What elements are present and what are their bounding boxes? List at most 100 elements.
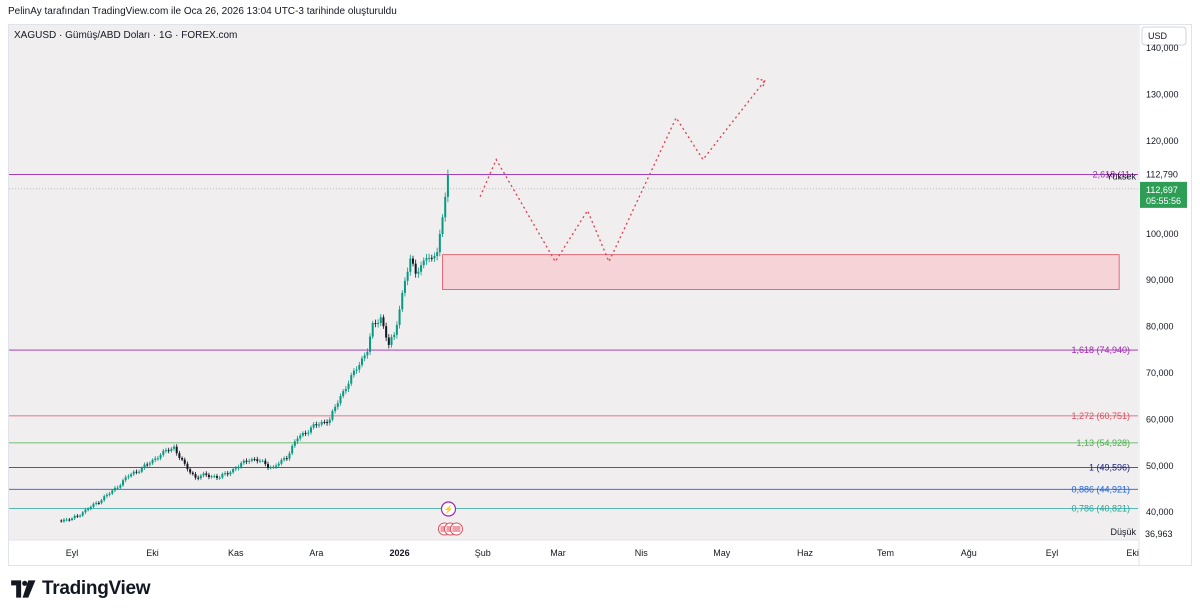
candle-body[interactable]: [111, 490, 114, 494]
candle-body[interactable]: [320, 421, 323, 425]
candle-body[interactable]: [103, 496, 106, 501]
candle-body[interactable]: [366, 351, 369, 356]
candle-body[interactable]: [76, 515, 79, 517]
candle-body[interactable]: [326, 422, 329, 424]
candle-body[interactable]: [374, 323, 377, 325]
candle-body[interactable]: [130, 474, 133, 477]
candle-body[interactable]: [422, 260, 425, 266]
candle-body[interactable]: [299, 435, 302, 439]
candle-body[interactable]: [143, 464, 146, 468]
candle-body[interactable]: [159, 454, 162, 459]
candle-body[interactable]: [71, 518, 73, 521]
candle-body[interactable]: [304, 432, 307, 434]
candle-body[interactable]: [189, 469, 192, 473]
candle-body[interactable]: [213, 476, 216, 478]
candle-body[interactable]: [390, 337, 393, 345]
candle-body[interactable]: [363, 355, 366, 359]
candle-body[interactable]: [441, 217, 444, 234]
candle-body[interactable]: [395, 324, 398, 335]
candle-body[interactable]: [414, 263, 417, 274]
candle-body[interactable]: [175, 446, 178, 454]
candle-body[interactable]: [331, 410, 334, 420]
candle-body[interactable]: [256, 459, 259, 462]
candle-body[interactable]: [339, 396, 342, 404]
candle-body[interactable]: [202, 473, 205, 476]
candle-body[interactable]: [113, 487, 116, 491]
candle-body[interactable]: [360, 358, 363, 365]
lightning-event-icon[interactable]: [440, 501, 457, 517]
candle-body[interactable]: [138, 471, 141, 473]
candle-body[interactable]: [181, 457, 184, 460]
candle-body[interactable]: [264, 460, 267, 465]
candle-body[interactable]: [84, 509, 87, 513]
support-zone-rect[interactable]: [442, 254, 1120, 290]
candle-body[interactable]: [100, 500, 103, 504]
candle-body[interactable]: [135, 471, 138, 473]
last-price-badge[interactable]: [1140, 181, 1187, 208]
candle-body[interactable]: [248, 460, 251, 462]
candle-body[interactable]: [406, 271, 409, 281]
candle-body[interactable]: [352, 370, 355, 376]
candle-body[interactable]: [215, 476, 218, 478]
candle-body[interactable]: [194, 474, 197, 478]
candle-body[interactable]: [250, 459, 253, 461]
candle-body[interactable]: [318, 424, 321, 426]
candle-body[interactable]: [116, 487, 119, 489]
candle-body[interactable]: [334, 406, 337, 411]
candle-body[interactable]: [218, 477, 221, 479]
candle-body[interactable]: [377, 322, 380, 324]
candle-body[interactable]: [205, 473, 208, 475]
candle-body[interactable]: [186, 463, 189, 470]
candle-body[interactable]: [417, 271, 420, 274]
candle-body[interactable]: [62, 519, 65, 522]
candle-body[interactable]: [393, 334, 396, 338]
candle-body[interactable]: [258, 460, 261, 462]
candle-body[interactable]: [89, 506, 92, 509]
candle-body[interactable]: [232, 469, 235, 473]
candle-body[interactable]: [191, 472, 194, 475]
candle-body[interactable]: [428, 257, 431, 259]
candle-body[interactable]: [342, 391, 345, 397]
candle-body[interactable]: [226, 473, 229, 475]
candle-body[interactable]: [328, 419, 331, 423]
currency-box[interactable]: [1141, 26, 1187, 46]
candle-body[interactable]: [283, 458, 286, 460]
candle-body[interactable]: [154, 458, 157, 460]
candle-body[interactable]: [358, 364, 361, 370]
candle-body[interactable]: [315, 424, 318, 426]
candle-body[interactable]: [127, 476, 130, 478]
candle-body[interactable]: [323, 421, 326, 423]
candle-body[interactable]: [277, 463, 280, 466]
candle-body[interactable]: [296, 438, 299, 442]
candle-body[interactable]: [446, 174, 449, 197]
candle-body[interactable]: [309, 427, 312, 433]
candle-body[interactable]: [162, 450, 165, 455]
candle-body[interactable]: [272, 466, 275, 468]
candle-body[interactable]: [269, 467, 272, 469]
candle-body[interactable]: [307, 432, 310, 434]
candle-body[interactable]: [81, 512, 84, 516]
candle-body[interactable]: [275, 465, 278, 467]
candle-body[interactable]: [151, 459, 154, 464]
candle-body[interactable]: [301, 432, 304, 436]
candle-body[interactable]: [97, 502, 100, 504]
candle-body[interactable]: [197, 477, 200, 479]
candle-body[interactable]: [132, 471, 135, 475]
candle-body[interactable]: [148, 463, 151, 465]
candle-body[interactable]: [73, 515, 76, 519]
candle-body[interactable]: [347, 383, 350, 389]
candle-body[interactable]: [382, 317, 385, 327]
candle-body[interactable]: [210, 476, 213, 478]
candle-body[interactable]: [95, 502, 98, 504]
candle-body[interactable]: [288, 453, 291, 459]
candle-body[interactable]: [430, 257, 433, 259]
candle-body[interactable]: [170, 448, 173, 451]
candle-body[interactable]: [167, 450, 170, 452]
candle-body[interactable]: [140, 467, 143, 472]
candle-body[interactable]: [108, 493, 111, 495]
candle-body[interactable]: [224, 473, 227, 475]
candle-body[interactable]: [65, 519, 68, 521]
candle-body[interactable]: [371, 323, 374, 337]
candle-body[interactable]: [291, 445, 294, 454]
candle-body[interactable]: [146, 464, 149, 466]
